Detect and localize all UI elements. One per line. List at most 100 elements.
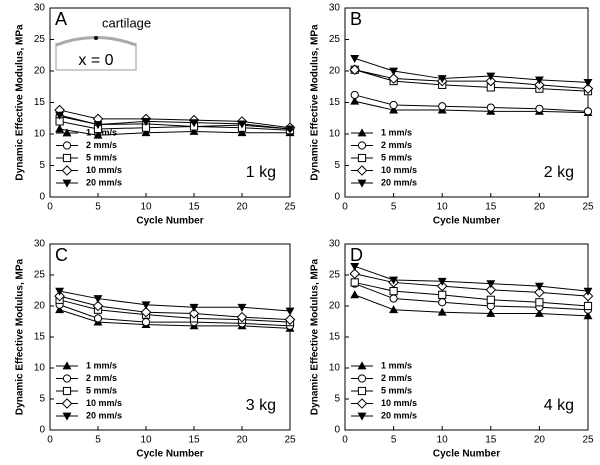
x-tick-label: 25 (284, 435, 296, 446)
marker (55, 124, 65, 133)
y-tick-label: 30 (329, 3, 341, 14)
x-tick-label: 5 (95, 202, 101, 213)
marker (62, 141, 72, 150)
x-tick-label: 15 (188, 202, 200, 213)
series-line (354, 265, 589, 292)
marker (62, 179, 72, 188)
marker (61, 398, 73, 409)
legend-label: 10 mm/s (86, 398, 122, 408)
marker (62, 361, 72, 370)
marker (583, 287, 593, 296)
marker (350, 90, 359, 100)
marker (438, 102, 447, 111)
chart-panel: 0 5 10 15 20 25 30 0 5 10 15 20 25 Cycle Number Dynami… (15, 3, 296, 227)
x-axis-label: Cycle Number (136, 216, 203, 227)
marker (486, 295, 495, 304)
series-line (354, 94, 589, 112)
marker (236, 311, 248, 323)
panel-label: D (350, 245, 363, 265)
marker (486, 280, 496, 289)
x-tick-label: 25 (284, 202, 296, 213)
y-tick-label: 5 (39, 394, 45, 405)
marker (389, 105, 399, 114)
x-axis-label: Cycle Number (136, 449, 203, 460)
marker (189, 119, 199, 128)
series-line (59, 304, 291, 327)
inset-point (94, 36, 98, 40)
legend-label: 2 mm/s (86, 140, 117, 150)
marker (485, 75, 497, 87)
marker (237, 128, 247, 137)
y-tick-label: 15 (34, 332, 46, 343)
x-tick-label: 25 (582, 435, 594, 446)
marker (55, 111, 65, 120)
series-line (59, 128, 290, 136)
y-tick-label: 10 (34, 363, 46, 374)
y-tick-label: 10 (34, 129, 46, 140)
legend-label: 20 mm/s (86, 177, 122, 187)
marker (285, 307, 295, 316)
marker (486, 72, 496, 81)
marker (485, 284, 497, 296)
legend-label: 1 mm/s (381, 360, 412, 370)
y-tick-label: 5 (39, 160, 45, 171)
marker (350, 290, 360, 299)
legend-label: 20 mm/s (381, 410, 417, 420)
marker (583, 78, 593, 87)
marker (237, 303, 247, 312)
x-tick-label: 15 (485, 435, 497, 446)
inset-position-label: x = 0 (78, 52, 113, 69)
x-tick-label: 5 (95, 435, 101, 446)
marker (389, 67, 399, 76)
legend-label: 1 mm/s (86, 360, 117, 370)
x-axis-label: Cycle Number (433, 449, 500, 460)
y-tick-label: 20 (34, 301, 46, 312)
series-line (354, 294, 589, 317)
x-tick-label: 10 (140, 202, 152, 213)
x-tick-label: 20 (534, 435, 546, 446)
x-tick-label: 5 (391, 435, 397, 446)
marker (54, 290, 65, 302)
y-tick-label: 25 (329, 34, 341, 45)
legend-label: 5 mm/s (86, 385, 117, 395)
marker (583, 301, 593, 311)
marker (534, 308, 544, 317)
marker (349, 268, 361, 280)
x-tick-label: 15 (485, 202, 497, 213)
marker (189, 126, 199, 135)
marker (389, 100, 398, 110)
series-line (354, 283, 589, 311)
series-line (59, 309, 291, 329)
marker (357, 361, 367, 370)
marker (582, 290, 594, 302)
marker (189, 303, 199, 312)
marker (583, 311, 593, 320)
marker (188, 308, 200, 319)
marker (141, 128, 151, 137)
x-tick-label: 20 (236, 202, 248, 213)
y-tick-label: 15 (329, 332, 341, 343)
marker (357, 128, 367, 137)
marker (535, 298, 544, 307)
marker (438, 290, 447, 299)
y-tick-label: 10 (329, 363, 341, 374)
inset-label: cartilage (102, 15, 151, 30)
marker (55, 305, 65, 314)
marker (62, 374, 72, 383)
y-axis-label: Dynamic Effective Modulus, MPa (15, 258, 26, 415)
x-tick-label: 0 (47, 202, 53, 213)
x-tick-label: 25 (582, 202, 594, 213)
marker (285, 125, 295, 134)
series-line (354, 273, 589, 297)
y-tick-label: 0 (39, 192, 45, 203)
marker (61, 165, 73, 176)
marker (436, 280, 448, 292)
legend-label: 5 mm/s (86, 152, 117, 162)
series-line (59, 109, 291, 129)
marker (93, 121, 103, 130)
y-tick-label: 30 (34, 239, 46, 250)
marker (284, 314, 296, 325)
panel-label: B (350, 9, 362, 29)
legend-label: 10 mm/s (381, 165, 417, 175)
